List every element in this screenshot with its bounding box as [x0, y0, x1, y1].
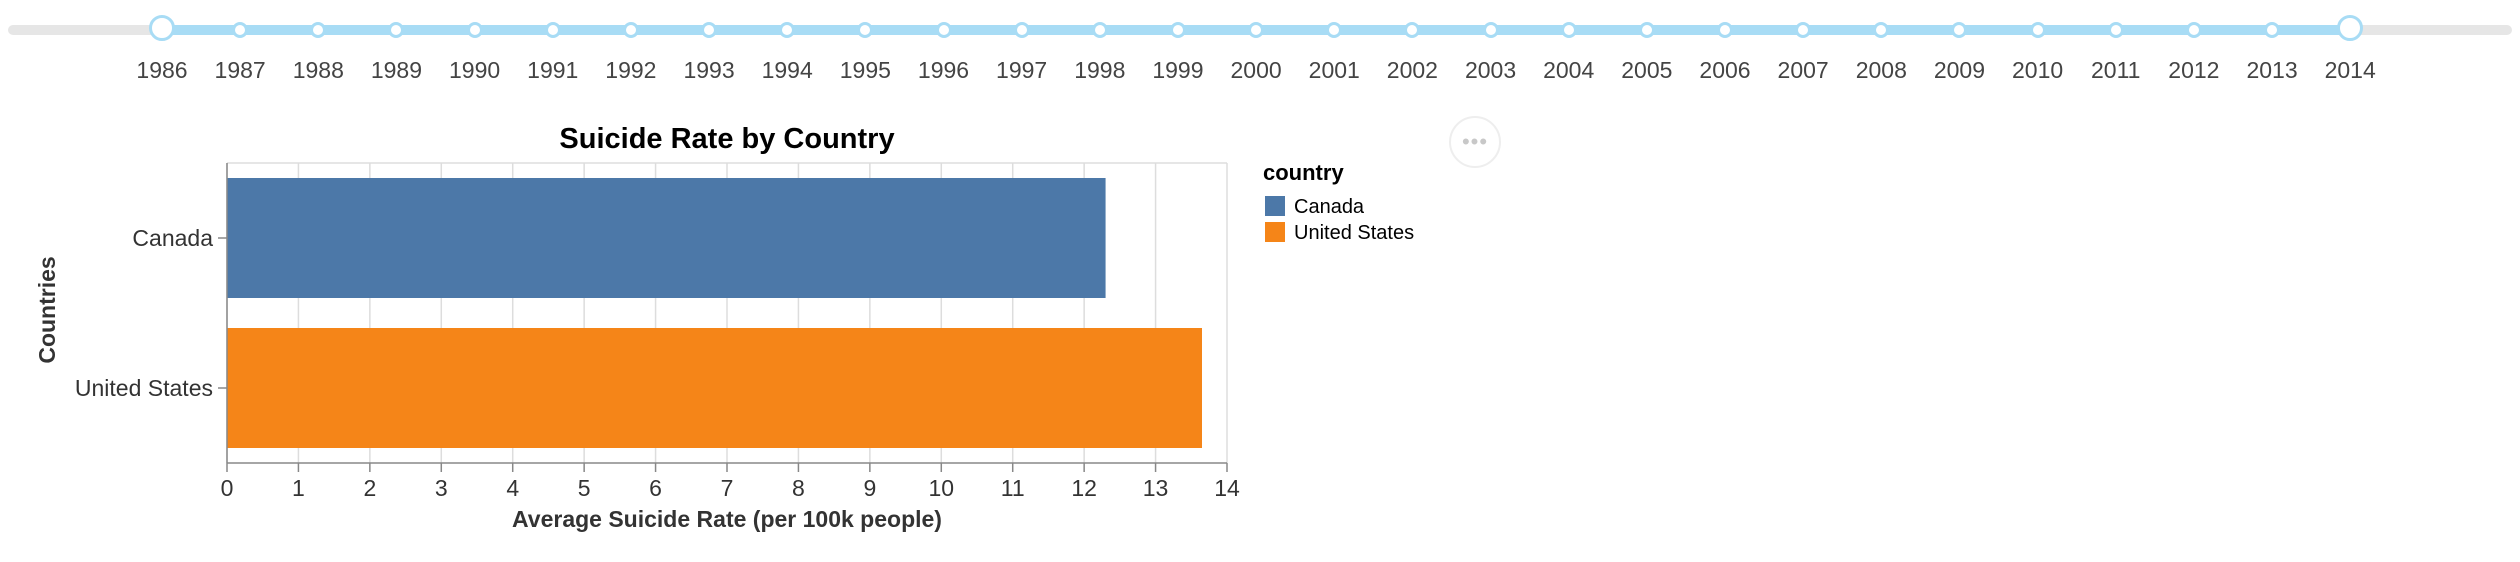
slider-point-1998[interactable] — [1091, 22, 1108, 38]
slider-point-2008[interactable] — [1873, 22, 1890, 38]
bar-canada[interactable] — [227, 178, 1106, 298]
slider-point-1997[interactable] — [1013, 22, 1030, 38]
y-tick-label: United States — [75, 375, 213, 401]
legend-label: Canada — [1294, 196, 1365, 218]
slider-point-1999[interactable] — [1169, 22, 1186, 38]
slider-point-2002[interactable] — [1404, 22, 1421, 38]
slider-point-1990[interactable] — [466, 22, 483, 38]
more-options-icon[interactable]: ••• — [1449, 116, 1501, 168]
slider-point-1988[interactable] — [310, 22, 327, 38]
year-label-2007: 2007 — [1777, 57, 1829, 83]
x-tick-label: 12 — [1071, 475, 1097, 501]
year-label-2000: 2000 — [1230, 57, 1282, 83]
slider-point-2009[interactable] — [1951, 22, 1968, 38]
x-tick-label: 11 — [1001, 475, 1025, 501]
year-label-2010: 2010 — [2012, 57, 2064, 83]
year-label-2012: 2012 — [2168, 57, 2220, 83]
legend-swatch — [1265, 222, 1285, 242]
x-tick-label: 14 — [1214, 475, 1240, 501]
slider-point-2001[interactable] — [1326, 22, 1343, 38]
year-label-2013: 2013 — [2246, 57, 2298, 83]
year-label-2014: 2014 — [2324, 57, 2376, 83]
y-axis-title: Countries — [34, 256, 60, 363]
year-label-2003: 2003 — [1464, 57, 1517, 83]
slider-point-1991[interactable] — [544, 22, 561, 38]
x-tick-label: 1 — [292, 475, 305, 501]
slider-point-1989[interactable] — [388, 22, 405, 38]
legend-swatch — [1265, 196, 1285, 216]
slider-point-1992[interactable] — [622, 22, 639, 38]
year-label-2005: 2005 — [1621, 57, 1673, 83]
slider-point-2006[interactable] — [1717, 22, 1733, 38]
slider-point-2013[interactable] — [2264, 22, 2281, 38]
year-label-2011: 2011 — [2091, 57, 2141, 83]
year-label-1989: 1989 — [370, 57, 423, 83]
x-tick-label: 4 — [506, 475, 519, 501]
year-label-1994: 1994 — [761, 57, 813, 83]
slider-point-2005[interactable] — [1638, 22, 1655, 38]
slider-point-1995[interactable] — [857, 22, 874, 38]
year-label-1993: 1993 — [683, 57, 735, 83]
chart-title: Suicide Rate by Country — [559, 123, 894, 155]
year-label-2002: 2002 — [1386, 57, 1438, 83]
year-label-2008: 2008 — [1855, 57, 1907, 83]
x-axis-title: Average Suicide Rate (per 100k people) — [512, 506, 942, 532]
slider-point-2004[interactable] — [1560, 22, 1577, 38]
year-label-2009: 2009 — [1933, 57, 1986, 83]
year-label-1996: 1996 — [917, 57, 970, 83]
x-tick-label: 0 — [221, 475, 234, 501]
year-label-1995: 1995 — [839, 57, 891, 83]
legend: country Canada United States — [1263, 160, 1414, 244]
slider-point-2003[interactable] — [1482, 22, 1499, 38]
year-label-1987: 1987 — [214, 57, 266, 83]
x-tick-label: 5 — [578, 475, 591, 501]
slider-point-2010[interactable] — [2029, 22, 2046, 38]
x-tick-label: 2 — [363, 475, 376, 501]
x-tick-label: 13 — [1143, 475, 1169, 501]
y-tick-label: Canada — [132, 225, 213, 251]
x-tick-label: 9 — [863, 475, 876, 501]
year-label-1988: 1988 — [292, 57, 344, 83]
slider-point-1993[interactable] — [701, 22, 718, 38]
x-tick-label: 6 — [649, 475, 662, 501]
x-tick-label: 3 — [435, 475, 448, 501]
slider-point-2012[interactable] — [2185, 22, 2202, 38]
x-tick-label: 10 — [928, 475, 954, 501]
legend-label: United States — [1294, 222, 1414, 244]
slider-point-1996[interactable] — [935, 22, 952, 38]
year-label-2004: 2004 — [1543, 57, 1595, 83]
legend-title: country — [1263, 160, 1344, 185]
slider-point-2007[interactable] — [1795, 22, 1812, 38]
year-label-1999: 1999 — [1152, 57, 1204, 83]
x-tick-label: 8 — [792, 475, 805, 501]
slider-handle-2014[interactable] — [2337, 15, 2364, 41]
year-label-2001: 2001 — [1308, 57, 1360, 83]
year-label-1997: 1997 — [996, 57, 1048, 83]
year-label-1990: 1990 — [449, 57, 501, 83]
year-label-1998: 1998 — [1074, 57, 1126, 83]
x-tick-label: 7 — [721, 475, 734, 501]
slider-point-2000[interactable] — [1248, 22, 1265, 38]
year-label-1992: 1992 — [605, 57, 657, 83]
bar-united-states[interactable] — [227, 328, 1202, 448]
slider-handle-1986[interactable] — [149, 15, 175, 41]
year-label-1991: 1991 — [527, 57, 579, 83]
year-label-2006: 2006 — [1699, 57, 1751, 83]
year-label-1986: 1986 — [136, 57, 188, 83]
slider-point-1987[interactable] — [232, 22, 249, 38]
slider-point-1994[interactable] — [779, 22, 796, 38]
slider-point-2011[interactable] — [2107, 22, 2124, 38]
